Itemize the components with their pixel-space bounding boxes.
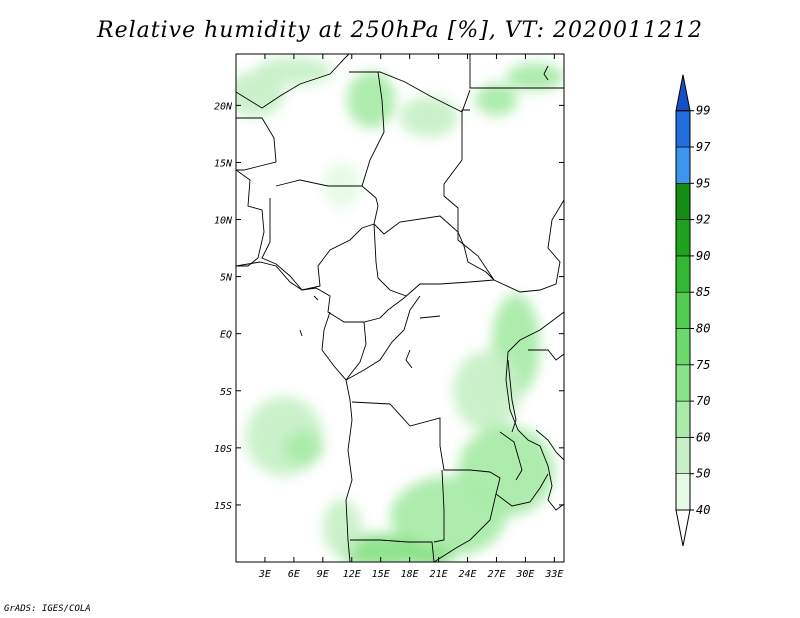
humidity-patch xyxy=(322,162,362,209)
lon-tick-label: 30E xyxy=(515,569,534,580)
colorbar-label: 90 xyxy=(696,249,710,263)
colorbar-segment xyxy=(675,146,691,184)
colorbar-top-triangle xyxy=(675,74,691,112)
colorbar-segment xyxy=(675,400,691,438)
lon-tick-label: 6E xyxy=(288,569,300,580)
lat-tick-label: 15N xyxy=(214,158,233,169)
colorbar-label: 92 xyxy=(696,213,710,227)
lon-tick-label: 9E xyxy=(317,569,329,580)
colorbar-label: 95 xyxy=(696,176,710,190)
humidity-patch xyxy=(475,83,518,116)
lon-tick-label: 24E xyxy=(458,569,476,580)
colorbar-label: 40 xyxy=(696,503,710,517)
colorbar-label: 75 xyxy=(696,358,710,372)
humidity-field-layer xyxy=(236,57,564,562)
map-title: Relative humidity at 250hPa [%], VT: 202… xyxy=(97,18,703,43)
longitude-axis: 3E 6E 9E 12E 15E 18E 21E 24E 27E 30E 33E xyxy=(258,54,563,580)
colorbar-segment xyxy=(675,255,691,293)
colorbar-label: 85 xyxy=(696,285,710,299)
lon-tick-label: 12E xyxy=(343,569,361,580)
colorbar-label: 60 xyxy=(696,430,710,444)
humidity-patch xyxy=(236,71,285,117)
colorbar-segment xyxy=(675,183,691,220)
lat-tick-label: 10N xyxy=(214,216,233,227)
humidity-patch xyxy=(284,430,323,465)
humidity-patch xyxy=(453,350,521,431)
humidity-patch xyxy=(255,57,333,85)
colorbar-segment xyxy=(675,219,691,257)
lat-tick-label: EQ xyxy=(220,330,232,341)
lat-tick-label: 10S xyxy=(214,444,232,455)
colorbar-outline xyxy=(675,110,691,511)
humidity-patch xyxy=(400,96,458,138)
humidity-patch xyxy=(404,544,454,562)
lat-tick-label: 5S xyxy=(220,387,232,398)
lon-tick-label: 15E xyxy=(372,569,390,580)
map-frame xyxy=(235,53,565,563)
colorbar-label: 70 xyxy=(696,394,710,408)
colorbar-segment xyxy=(675,437,691,474)
lon-tick-label: 33E xyxy=(544,569,563,580)
colorbar-segment xyxy=(675,328,691,366)
colorbar-label: 80 xyxy=(696,322,710,336)
humidity-patch xyxy=(506,63,564,91)
lon-tick-label: 21E xyxy=(430,569,448,580)
colorbar-label: 97 xyxy=(696,140,711,154)
country-borders xyxy=(236,54,564,562)
humidity-patch xyxy=(390,476,507,557)
colorbar: 40 50 60 70 75 80 85 90 92 95 97 99 xyxy=(675,74,711,547)
lat-tick-label: 5N xyxy=(220,273,233,284)
colorbar-segment xyxy=(675,473,691,511)
lon-tick-label: 27E xyxy=(487,569,505,580)
grads-credit: GrADS: IGES/COLA xyxy=(4,604,91,614)
lat-tick-label: 20N xyxy=(214,101,233,112)
colorbar-bottom-triangle xyxy=(675,509,691,547)
colorbar-segment xyxy=(675,291,691,329)
lat-tick-label: 15S xyxy=(214,501,232,512)
colorbar-label: 99 xyxy=(696,104,710,118)
humidity-patch xyxy=(346,71,396,129)
humidity-patch xyxy=(322,499,362,557)
colorbar-segment xyxy=(675,110,691,148)
colorbar-label: 50 xyxy=(696,467,710,481)
lon-tick-label: 3E xyxy=(258,569,271,580)
latitude-axis: 20N 15N 10N 5N EQ 5S 10S 15S xyxy=(214,101,564,512)
lon-tick-label: 18E xyxy=(401,569,419,580)
colorbar-segment xyxy=(675,364,691,402)
